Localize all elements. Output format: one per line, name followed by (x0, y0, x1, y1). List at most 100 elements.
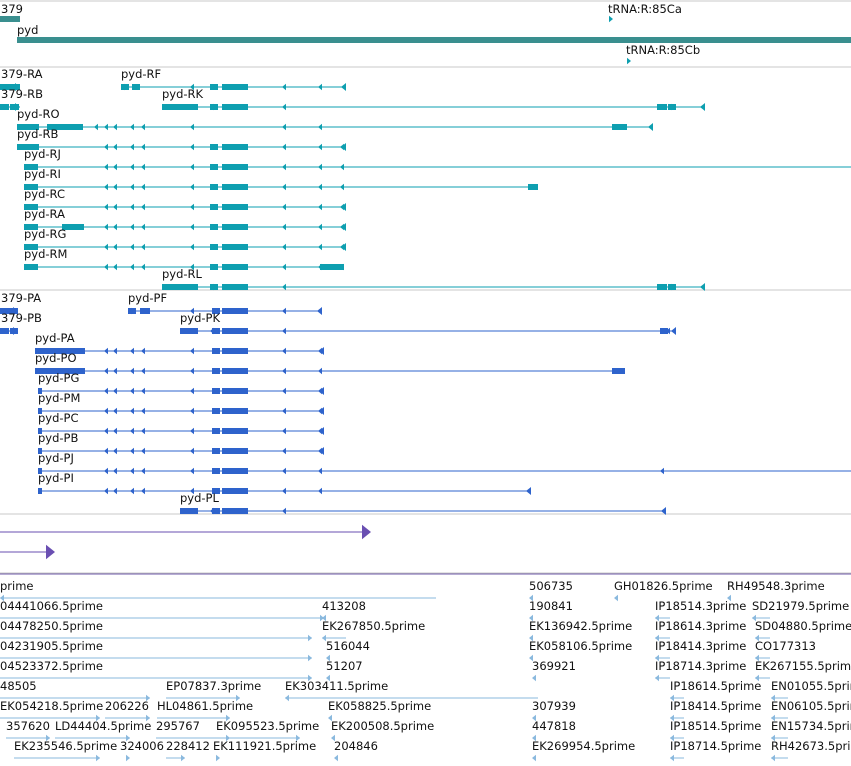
est-label[interactable]: 206226 (105, 699, 149, 713)
strand-arrow-icon (15, 83, 20, 91)
est-label[interactable]: 307939 (532, 699, 576, 713)
transcript-label[interactable]: pyd-RL (162, 267, 203, 281)
gene-label[interactable]: pyd (17, 23, 38, 37)
transcript-label[interactable]: 379-RA (1, 67, 43, 81)
transcript-label[interactable]: 379-RB (1, 87, 43, 101)
est-label[interactable]: EK058106.5prime (529, 639, 632, 653)
transcript-label[interactable]: pyd-RG (24, 227, 66, 241)
est-label[interactable]: 51207 (326, 659, 363, 673)
est-label[interactable]: EK269954.5prime (532, 739, 635, 753)
strand-arrow-icon (282, 83, 286, 91)
est-label[interactable]: RH49548.3prime (727, 579, 825, 593)
protein-exon (212, 368, 220, 374)
est-label[interactable]: HL04861.5prime (157, 699, 253, 713)
est-label[interactable]: EK136942.5prime (529, 619, 632, 633)
est-label[interactable]: 204846 (334, 739, 378, 753)
transcript-label[interactable]: pyd-RM (24, 247, 67, 261)
protein-label[interactable]: pyd-PK (180, 311, 220, 325)
protein-label[interactable]: 379-PB (1, 311, 42, 325)
est-label[interactable]: 295767 (156, 719, 200, 733)
est-label[interactable]: 04231905.5prime (0, 639, 103, 653)
est-label[interactable]: IP18714.5prime (670, 739, 761, 753)
protein-label[interactable]: pyd-PF (128, 291, 167, 305)
est-label[interactable]: GH01826.5prime (614, 579, 713, 593)
strand-arrow-icon (328, 714, 332, 722)
est-label[interactable]: 228412 (166, 739, 210, 753)
transcript-label[interactable]: pyd-RO (17, 107, 60, 121)
gene-label[interactable]: tRNA:R:85Ca (608, 2, 682, 16)
est-label[interactable]: SD21979.5prime (752, 599, 849, 613)
strand-arrow-icon (648, 123, 653, 131)
protein-label[interactable]: pyd-PC (38, 411, 79, 425)
strand-arrow-icon (190, 487, 194, 495)
est-label[interactable]: EN15734.5prime (771, 719, 851, 733)
protein-label[interactable]: pyd-PA (35, 331, 75, 345)
est-label[interactable]: 04441066.5prime (0, 599, 103, 613)
est-label[interactable]: 190841 (529, 599, 573, 613)
protein-label[interactable]: pyd-PJ (38, 451, 74, 465)
strand-arrow-icon (282, 307, 286, 315)
protein-exon (38, 428, 42, 434)
transcript-label[interactable]: pyd-RA (24, 207, 65, 221)
protein-label[interactable]: pyd-PB (38, 431, 78, 445)
est-label[interactable]: EP07837.3prime (166, 679, 261, 693)
est-label[interactable]: IP18514.5prime (670, 719, 761, 733)
est-label[interactable]: 516044 (326, 639, 370, 653)
transcript-label[interactable]: pyd-RC (24, 187, 65, 201)
protein-label[interactable]: pyd-PO (35, 351, 77, 365)
est-label[interactable]: 324006 (120, 739, 164, 753)
gene-label[interactable]: tRNA:R:85Cb (626, 43, 700, 57)
est-label[interactable]: IP18514.3prime (655, 599, 746, 613)
est-label[interactable]: EK095523.5prime (216, 719, 319, 733)
transcript-label[interactable]: pyd-RK (162, 87, 204, 101)
est-label[interactable]: IP18414.3prime (655, 639, 746, 653)
est-label[interactable]: 369921 (532, 659, 576, 673)
est-label[interactable]: EK058825.5prime (328, 699, 431, 713)
strand-arrow-icon (671, 327, 676, 335)
transcript-label[interactable]: pyd-RJ (24, 147, 61, 161)
est-label[interactable]: CO177313 (755, 639, 816, 653)
est-label[interactable]: EK111921.5prime (213, 739, 316, 753)
est-label[interactable]: 04523372.5prime (0, 659, 103, 673)
strand-arrow-icon (668, 103, 672, 111)
est-label[interactable]: IP18714.3prime (655, 659, 746, 673)
est-label[interactable]: SD04880.5prime (755, 619, 851, 633)
est-label[interactable]: 506735 (529, 579, 573, 593)
protein-label[interactable]: pyd-PM (38, 391, 80, 405)
transcript-exon (17, 124, 39, 130)
gene-label[interactable]: 379 (1, 2, 23, 16)
est-label[interactable]: EK235546.5prime (14, 739, 117, 753)
est-label[interactable]: IP18614.3prime (655, 619, 746, 633)
transcript-label[interactable]: pyd-RF (121, 67, 161, 81)
est-label[interactable]: RH42673.5prime (771, 739, 851, 753)
protein-label[interactable]: pyd-PG (38, 371, 79, 385)
est-label[interactable]: EK267850.5prime (322, 619, 425, 633)
est-label[interactable]: IP18614.5prime (670, 679, 761, 693)
est-label[interactable]: 357620 (6, 719, 50, 733)
est-label[interactable]: EN06105.5prime (771, 699, 851, 713)
strand-arrow-icon (670, 694, 674, 702)
est-label[interactable]: EK200508.5prime (331, 719, 434, 733)
transcript-label[interactable]: pyd-RI (24, 167, 61, 181)
est-label[interactable]: EK303411.5prime (285, 679, 388, 693)
protein-label[interactable]: pyd-PL (180, 491, 219, 505)
est-label[interactable]: EK054218.5prime (0, 699, 103, 713)
strand-arrow-icon (334, 754, 338, 762)
est-label[interactable]: IP18414.5prime (670, 699, 761, 713)
est-label[interactable]: 48505 (0, 679, 37, 693)
protein-label[interactable]: pyd-PI (38, 471, 74, 485)
strand-arrow-icon (210, 103, 214, 111)
est-label[interactable]: LD44404.5prime (55, 719, 151, 733)
est-label[interactable]: EN01055.5prime (771, 679, 851, 693)
protein-label[interactable]: 379-PA (1, 291, 41, 305)
est-label[interactable]: prime (0, 579, 34, 593)
est-label[interactable]: 04478250.5prime (0, 619, 103, 633)
est-label[interactable]: 447818 (532, 719, 576, 733)
est-label[interactable]: 413208 (322, 599, 366, 613)
strand-arrow-icon (727, 594, 731, 602)
transcript-label[interactable]: pyd-RB (17, 127, 59, 141)
est-label[interactable]: EK267155.5prime (755, 659, 851, 673)
strand-arrow-icon (755, 634, 759, 642)
